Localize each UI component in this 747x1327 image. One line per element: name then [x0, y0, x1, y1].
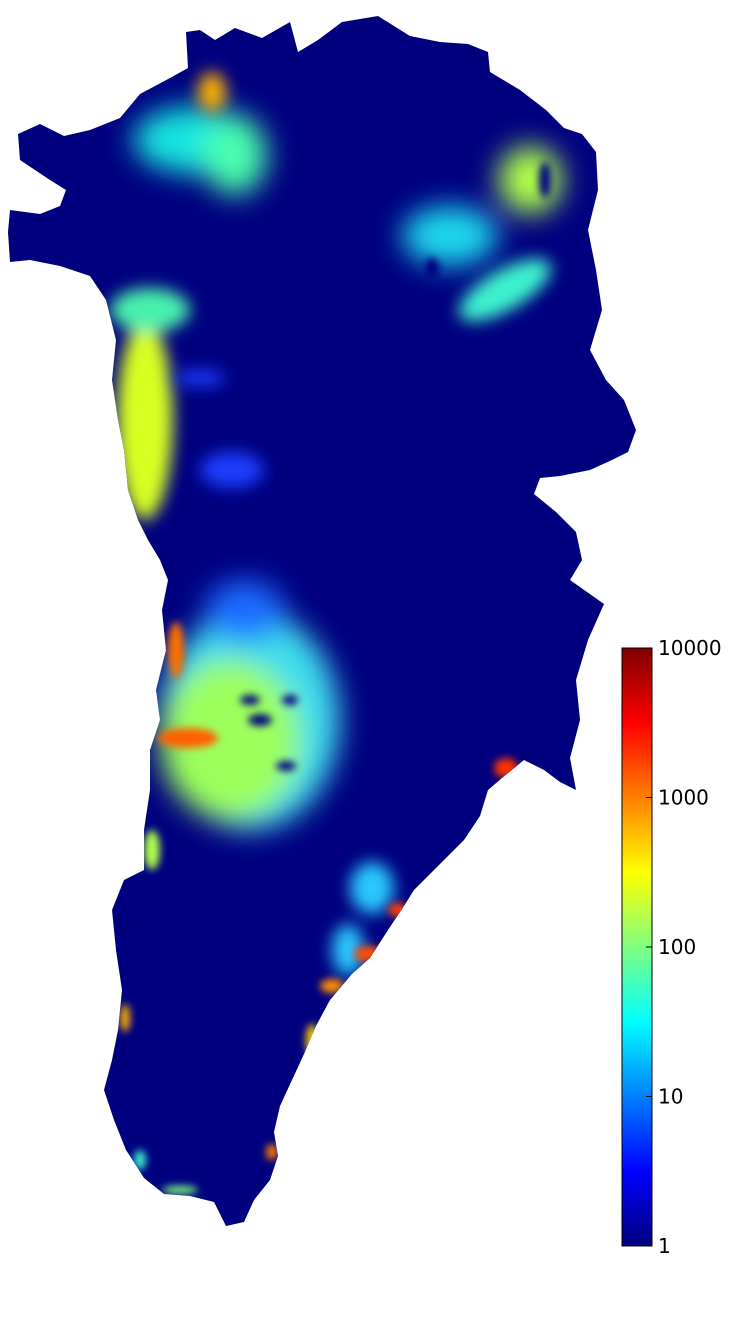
colorbar: 10000 1000 100 10 1 [621, 636, 722, 1258]
colorbar-tick-label: 1 [658, 1234, 671, 1258]
velocity-field [110, 72, 562, 1194]
hotspot-northwest [133, 106, 267, 195]
colorbar-tick-label: 1000 [658, 786, 709, 810]
colorbar-tick-label: 10000 [658, 636, 722, 660]
hotspot-north [198, 72, 226, 112]
colorbar-tick-label: 100 [658, 935, 696, 959]
hotspot-jakobshavn [158, 622, 218, 748]
coastal-streaks [120, 830, 278, 1194]
hotspot-southeast-1 [332, 862, 394, 976]
hotspot-west-upper [110, 288, 190, 520]
colorbar-ticks: 10000 1000 100 10 1 [646, 636, 722, 1258]
slow-patches [240, 162, 551, 771]
hotspot-west-upper-inland [174, 370, 264, 488]
hotspot-east-kangerlussuaq [494, 758, 518, 778]
hotspot-northeast-lower [458, 258, 552, 322]
colorbar-tick-label: 10 [658, 1085, 683, 1109]
